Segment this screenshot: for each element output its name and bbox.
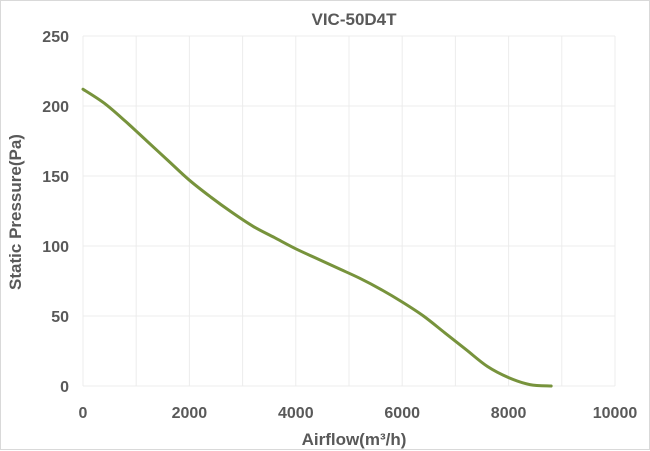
- y-tick-label: 200: [42, 99, 69, 116]
- series-line: [81, 87, 553, 388]
- axes: 0 2000 4000 6000 8000 10000 0 50 100 150 200 250: [42, 29, 637, 422]
- y-tick-label: 100: [42, 239, 69, 256]
- x-axis-title: Airflow(m³/h): [302, 430, 407, 449]
- x-tick-label: 10000: [593, 405, 638, 422]
- x-tick-label: 0: [79, 405, 88, 422]
- y-tick-label: 50: [51, 309, 69, 326]
- gridlines: [82, 35, 616, 387]
- chart-title: VIC-50D4T: [311, 10, 397, 29]
- x-tick-label: 4000: [278, 405, 314, 422]
- labels: VIC-50D4T Airflow(m³/h) Static Pressure(…: [6, 10, 406, 449]
- x-tick-label: 2000: [172, 405, 208, 422]
- x-tick-label: 6000: [384, 405, 420, 422]
- y-tick-label: 150: [42, 169, 69, 186]
- y-axis-title: Static Pressure(Pa): [6, 134, 25, 290]
- x-tick-label: 8000: [491, 405, 527, 422]
- series-layer: [81, 87, 553, 388]
- y-tick-label: 0: [60, 379, 69, 396]
- y-tick-label: 250: [42, 29, 69, 46]
